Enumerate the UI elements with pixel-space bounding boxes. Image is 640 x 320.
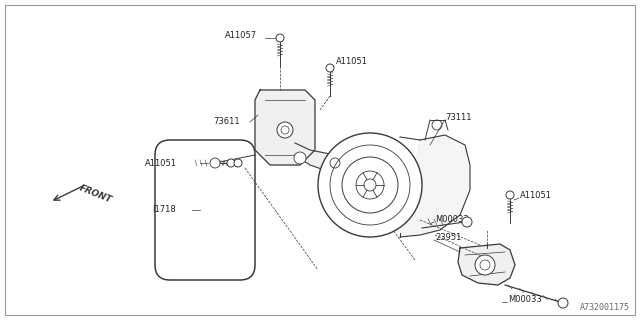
Text: 23951: 23951 (435, 233, 461, 242)
Circle shape (342, 157, 398, 213)
Text: 73611: 73611 (213, 117, 239, 126)
Polygon shape (295, 143, 350, 172)
Text: A11057: A11057 (225, 30, 257, 39)
Circle shape (330, 158, 340, 168)
Circle shape (356, 171, 384, 199)
Polygon shape (400, 135, 470, 237)
Polygon shape (458, 244, 515, 285)
Text: M00033: M00033 (435, 215, 468, 225)
Text: M00033: M00033 (508, 295, 541, 305)
Circle shape (364, 179, 376, 191)
Circle shape (234, 159, 242, 167)
Circle shape (475, 255, 495, 275)
Text: A11051: A11051 (520, 190, 552, 199)
Circle shape (294, 152, 306, 164)
Circle shape (506, 191, 514, 199)
Circle shape (558, 298, 568, 308)
Text: 73111: 73111 (445, 114, 472, 123)
Text: I1718: I1718 (152, 205, 176, 214)
Text: A11051: A11051 (145, 158, 177, 167)
Circle shape (210, 158, 220, 168)
Text: A11051: A11051 (336, 58, 368, 67)
Polygon shape (255, 90, 315, 165)
Text: A732001175: A732001175 (580, 303, 630, 312)
Circle shape (277, 122, 293, 138)
Circle shape (318, 133, 422, 237)
Circle shape (276, 34, 284, 42)
Circle shape (462, 217, 472, 227)
Circle shape (227, 159, 235, 167)
Circle shape (326, 64, 334, 72)
Text: FRONT: FRONT (78, 183, 113, 204)
